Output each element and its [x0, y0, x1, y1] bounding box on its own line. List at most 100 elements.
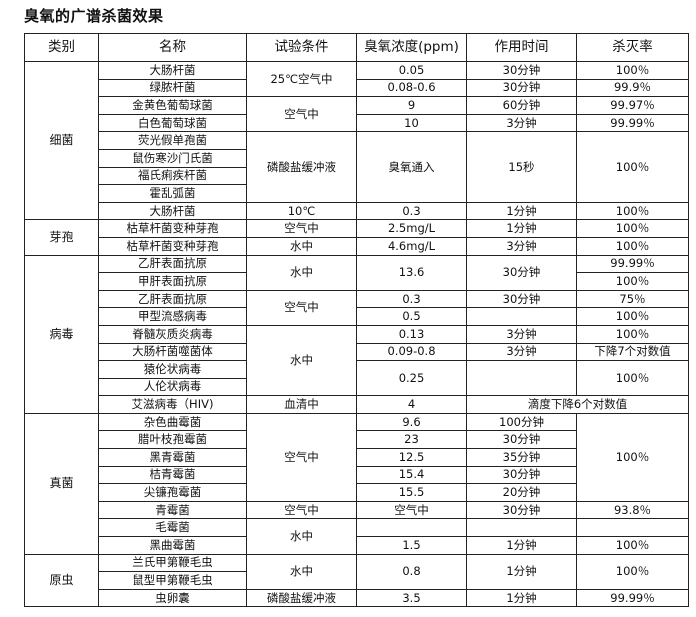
table-cell: 100分钟: [466, 412, 577, 432]
table-cell: 荧光假单孢菌: [98, 131, 247, 150]
table-cell: 猿伦状病毒: [98, 360, 247, 379]
table-cell: 100％: [576, 219, 689, 238]
table-cell: 4: [356, 395, 467, 414]
table-cell: 乙肝表面抗原: [98, 254, 247, 274]
table-cell: 100％: [576, 272, 689, 291]
category-cell: 病毒: [24, 254, 99, 414]
table-cell: 100％: [576, 236, 689, 256]
table-cell: 20分钟: [466, 483, 577, 502]
category-cell: 原虫: [24, 553, 99, 608]
table-cell: 空气中: [356, 500, 467, 520]
table-cell: [466, 307, 577, 326]
table-row: 毛霉菌 水中: [25, 518, 689, 555]
table-cell: 1分钟: [466, 588, 577, 608]
table-cell: 空气中: [246, 219, 357, 238]
table-cell: 0.3: [356, 201, 467, 221]
table-cell: 25℃空气中: [246, 60, 357, 98]
table-row: 病毒 乙肝表面抗原 水中 13.6 30分钟 99.99％: [24, 254, 689, 414]
table-cell: 30分钟: [466, 61, 577, 80]
table-cell: 3分钟: [466, 113, 577, 133]
table-cell: 60分钟: [466, 96, 577, 115]
table-row: 脊髓灰质炎病毒 水中 0.13 3分钟 100％: [25, 324, 689, 397]
table-cell: 15.5: [356, 483, 467, 502]
table-cell: 1分钟: [466, 219, 577, 238]
table-cell: 30分钟: [466, 254, 577, 291]
table-cell: 霍乱弧菌: [98, 184, 247, 203]
table-cell: 黑青霉菌: [98, 448, 247, 467]
sterilization-table: 类别 名称 试验条件 臭氧浓度(ppm) 作用时间 杀灭率 细菌 大肠杆菌 25℃空气中 0.0…: [24, 33, 689, 608]
table-cell: 100％: [576, 324, 689, 344]
table-cell: 绿脓杆菌: [98, 78, 247, 98]
table-cell: [356, 518, 467, 538]
table-cell: 30分钟: [466, 500, 577, 520]
table-row: 真菌 杂色曲霉菌 空气中 9.6 100分钟 100％: [24, 412, 689, 555]
table-cell: 99.97％: [576, 96, 689, 115]
table-cell: 4.6mg/L: [356, 236, 467, 256]
table-row: 青霉菌 空气中 空气中 30分钟 93.8％: [25, 500, 689, 520]
header-category: 类别: [24, 33, 99, 62]
table-cell: 枯草杆菌变种芽孢: [98, 219, 247, 238]
table-cell: 人伦状病毒: [98, 377, 247, 397]
table-cell: 100％: [576, 61, 689, 80]
table-cell: 100％: [576, 536, 689, 555]
table-cell: 30分钟: [466, 430, 577, 450]
table-cell: 9.6: [356, 412, 467, 432]
table-cell: 空气中: [246, 412, 357, 502]
header-concentration: 臭氧浓度(ppm): [356, 33, 467, 62]
category-cell: 细菌: [24, 60, 99, 221]
table-cell: 99.99％: [576, 113, 689, 133]
table-cell: 空气中: [246, 96, 357, 133]
header-kill-rate: 杀灭率: [576, 33, 689, 62]
table-cell: 金黄色葡萄球菌: [98, 96, 247, 115]
table-cell: 鼠伤寒沙门氏菌: [98, 148, 247, 168]
table-row: 大肠杆菌 10℃ 0.3 1分钟 100％: [25, 201, 689, 221]
table-cell: 滴度下降6个对数值: [466, 395, 689, 414]
page-title: 臭氧的广谱杀菌效果: [24, 7, 164, 25]
table-row: 尖镰孢霉菌 15.5 20分钟: [25, 483, 689, 502]
table-cell: 99.99％: [576, 254, 689, 274]
table-cell: 100％: [576, 553, 689, 590]
table-cell: 臭氧通入: [356, 131, 467, 203]
table-cell: 杂色曲霉菌: [98, 412, 247, 432]
table-cell: 甲型流感病毒: [98, 307, 247, 326]
table-cell: 水中: [246, 553, 357, 590]
table-row: 黑青霉菌 12.5 35分钟: [25, 448, 689, 467]
table-cell: 30分钟: [466, 78, 577, 98]
table-cell: 30分钟: [466, 289, 577, 309]
table-cell: 99.9％: [576, 78, 689, 98]
table-cell: 0.05: [356, 61, 467, 80]
table-cell: 水中: [246, 518, 357, 555]
table-cell: 15.4: [356, 465, 467, 485]
table-cell: 23: [356, 430, 467, 450]
table-cell: 100％: [576, 201, 689, 221]
table-row: 细菌 大肠杆菌 25℃空气中 0.05 30分钟 100％: [24, 60, 689, 221]
table-cell: 磷酸盐缓冲液: [246, 588, 357, 608]
table-row: 猿伦状病毒 0.25 100％: [25, 360, 689, 397]
table-cell: 脊髓灰质炎病毒: [98, 324, 247, 344]
table-cell: 0.5: [356, 307, 467, 326]
table-cell: 福氏痢疾杆菌: [98, 166, 247, 186]
table-cell: 空气中: [246, 500, 357, 520]
category-cell: 芽孢: [24, 219, 99, 256]
table-cell: 2.5mg/L: [356, 219, 467, 238]
table-cell: 10: [356, 113, 467, 133]
table-cell: 水中: [246, 254, 357, 291]
table-cell: 磷酸盐缓冲液: [246, 131, 357, 203]
table-cell: 10℃: [246, 201, 357, 221]
table-row: 艾滋病毒（HIV) 血清中 4 滴度下降6个对数值: [25, 395, 689, 414]
header-duration: 作用时间: [466, 33, 577, 62]
table-cell: 0.13: [356, 324, 467, 344]
table-cell: 青霉菌: [98, 500, 247, 520]
table-cell: 腊叶枝孢霉菌: [98, 430, 247, 450]
table-row: 金黄色葡萄球菌 空气中 9 60分钟 99.97％: [25, 96, 689, 133]
header-name: 名称: [98, 33, 247, 62]
table-cell: 白色葡萄球菌: [98, 113, 247, 133]
table-cell: 0.25: [356, 360, 467, 397]
table-cell: 虫卵囊: [98, 588, 247, 608]
table-cell: 0.8: [356, 553, 467, 590]
table-cell: 枯草杆菌变种芽孢: [98, 236, 247, 256]
table-cell: 1分钟: [466, 201, 577, 221]
table-cell: 尖镰孢霉菌: [98, 483, 247, 502]
table-row: 枯草杆菌变种芽孢 水中 4.6mg/L 3分钟 100％: [25, 236, 689, 256]
table-row: 芽孢 枯草杆菌变种芽孢 空气中 2.5mg/L 1分钟 100％: [24, 219, 689, 256]
